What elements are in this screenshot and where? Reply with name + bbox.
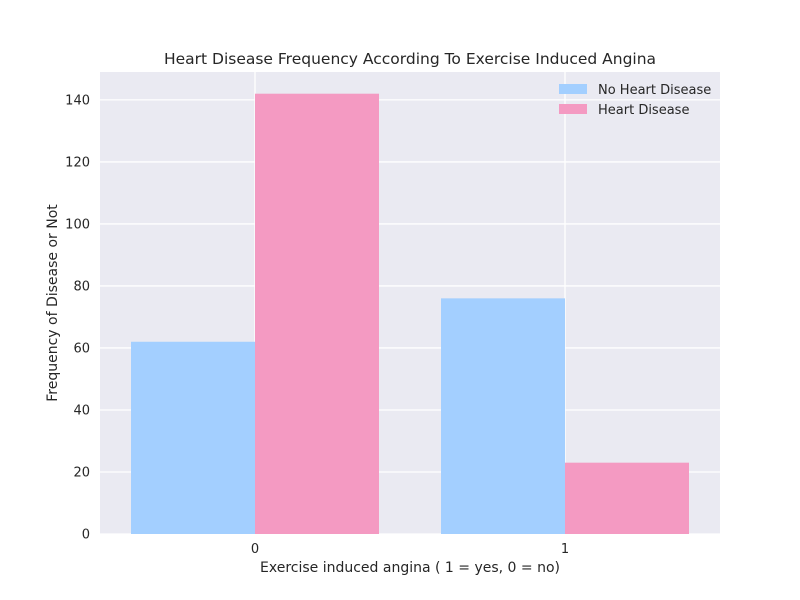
- legend-label-no-heart-disease: No Heart Disease: [598, 83, 711, 98]
- bars: [131, 93, 689, 534]
- axis-ticks: 0 20 40 60 80 100 120 140 0 1: [65, 93, 569, 557]
- y-tick-label: 60: [73, 341, 90, 356]
- bar-no-heart-disease-1: [441, 298, 565, 534]
- y-axis-title: Frequency of Disease or Not: [45, 204, 61, 402]
- legend-label-heart-disease: Heart Disease: [598, 103, 689, 118]
- legend: No Heart Disease Heart Disease: [559, 83, 711, 118]
- legend-swatch-no-heart-disease: [559, 84, 587, 94]
- y-tick-label: 80: [73, 279, 90, 294]
- y-tick-label: 140: [65, 93, 90, 108]
- y-tick-label: 0: [82, 528, 90, 543]
- x-tick-label: 0: [251, 542, 259, 557]
- legend-swatch-heart-disease: [559, 104, 587, 114]
- y-tick-label: 100: [65, 217, 90, 232]
- bar-no-heart-disease-0: [131, 341, 255, 534]
- x-tick-label: 1: [561, 542, 569, 557]
- bar-heart-disease-1: [565, 462, 689, 534]
- x-axis-title: Exercise induced angina ( 1 = yes, 0 = n…: [260, 560, 560, 576]
- y-tick-label: 20: [73, 465, 90, 480]
- y-tick-label: 40: [73, 403, 90, 418]
- y-tick-label: 120: [65, 155, 90, 170]
- bar-heart-disease-0: [255, 93, 379, 534]
- chart-title: Heart Disease Frequency According To Exe…: [164, 50, 656, 68]
